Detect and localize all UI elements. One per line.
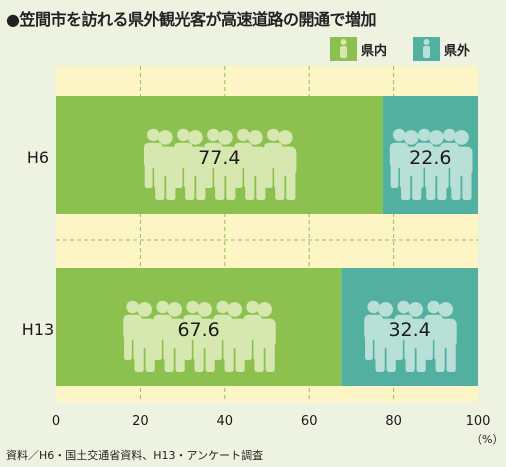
person-figure bbox=[184, 130, 207, 200]
data-label: 77.4 bbox=[198, 147, 240, 169]
x-tick-label: 0 bbox=[52, 414, 60, 429]
x-tick-label: 100 bbox=[466, 414, 491, 429]
person-figure bbox=[434, 302, 457, 372]
person-figure bbox=[244, 130, 267, 200]
data-label: 67.6 bbox=[177, 319, 219, 341]
person-figure bbox=[253, 302, 276, 372]
x-tick-label: 80 bbox=[385, 414, 402, 429]
person-figure bbox=[450, 130, 473, 200]
person-figure bbox=[223, 302, 246, 372]
x-tick-label: 60 bbox=[301, 414, 318, 429]
x-tick-label: 40 bbox=[217, 414, 234, 429]
person-figure bbox=[274, 130, 297, 200]
person-figure bbox=[425, 130, 448, 200]
x-axis-unit: （%） bbox=[471, 433, 504, 446]
legend-swatch-foreign bbox=[413, 37, 440, 61]
chart-title: ●笠間市を訪れる県外観光客が高速道路の開通で増加 bbox=[6, 10, 376, 29]
person-figure bbox=[154, 130, 177, 200]
person-figure bbox=[400, 130, 423, 200]
category-label: H13 bbox=[22, 320, 54, 339]
x-tick-label: 20 bbox=[132, 414, 149, 429]
data-label: 32.4 bbox=[388, 319, 430, 341]
legend-swatch-domestic bbox=[330, 37, 357, 61]
person-figure bbox=[133, 302, 156, 372]
source-note: 資料／H6・国土交通省資料、H13・アンケート調査 bbox=[6, 449, 264, 462]
person-icon bbox=[423, 39, 430, 58]
person-icon bbox=[340, 39, 347, 58]
person-figure bbox=[193, 302, 216, 372]
legend-label-foreign: 県外 bbox=[444, 43, 471, 59]
person-figure bbox=[163, 302, 186, 372]
legend-item-foreign: 県外 bbox=[413, 37, 470, 61]
category-label: H6 bbox=[27, 148, 49, 167]
person-figure bbox=[374, 302, 397, 372]
person-figure bbox=[214, 130, 237, 200]
person-figure bbox=[404, 302, 427, 372]
legend-label-domestic: 県内 bbox=[361, 43, 388, 59]
data-label: 22.6 bbox=[409, 147, 451, 169]
legend-item-domestic: 県内 bbox=[330, 37, 387, 61]
